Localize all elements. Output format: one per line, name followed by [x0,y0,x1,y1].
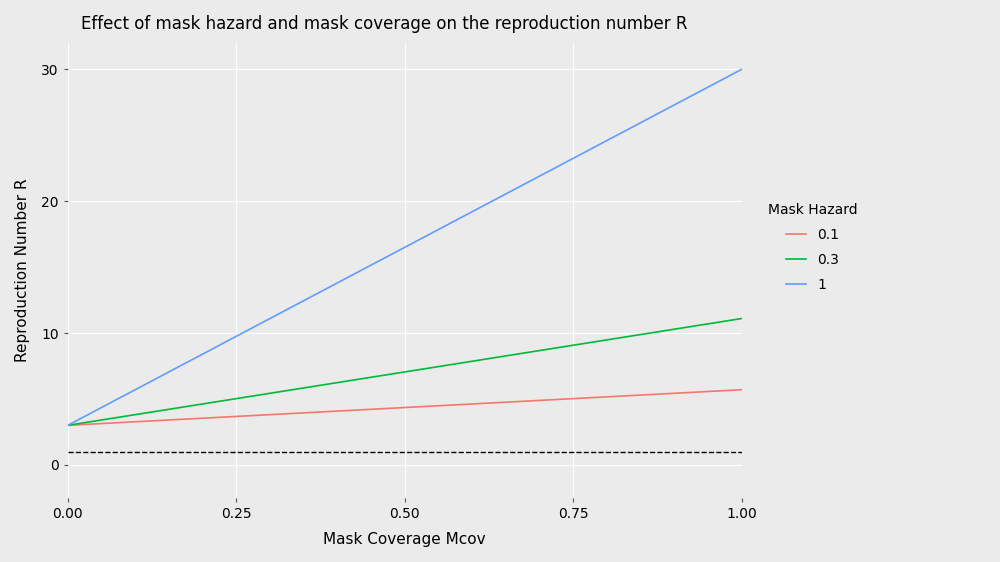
0.3 [614,334,626,341]
0.3 [382,371,394,378]
1 [463,210,475,217]
1 [62,422,74,429]
0.1 [62,422,74,429]
1 [720,74,732,81]
1 [426,229,438,236]
1 [382,253,394,260]
Text: Effect of mask hazard and mask coverage on the reproduction number R: Effect of mask hazard and mask coverage … [81,15,688,33]
0.1 [720,387,732,394]
Line: 0.1: 0.1 [68,389,742,425]
Y-axis label: Reproduction Number R: Reproduction Number R [15,179,30,362]
0.1 [463,401,475,407]
0.3 [720,318,732,324]
0.3 [386,370,398,377]
1 [736,66,748,72]
0.3 [426,364,438,371]
1 [614,130,626,137]
0.3 [463,359,475,365]
Line: 1: 1 [68,69,742,425]
0.3 [736,315,748,322]
0.1 [736,386,748,393]
0.1 [382,405,394,412]
0.3 [62,422,74,429]
0.1 [386,405,398,411]
Legend: 0.1, 0.3, 1: 0.1, 0.3, 1 [762,197,863,298]
1 [386,251,398,257]
Line: 0.3: 0.3 [68,319,742,425]
0.1 [426,403,438,410]
0.1 [614,393,626,400]
X-axis label: Mask Coverage Mcov: Mask Coverage Mcov [323,532,486,547]
